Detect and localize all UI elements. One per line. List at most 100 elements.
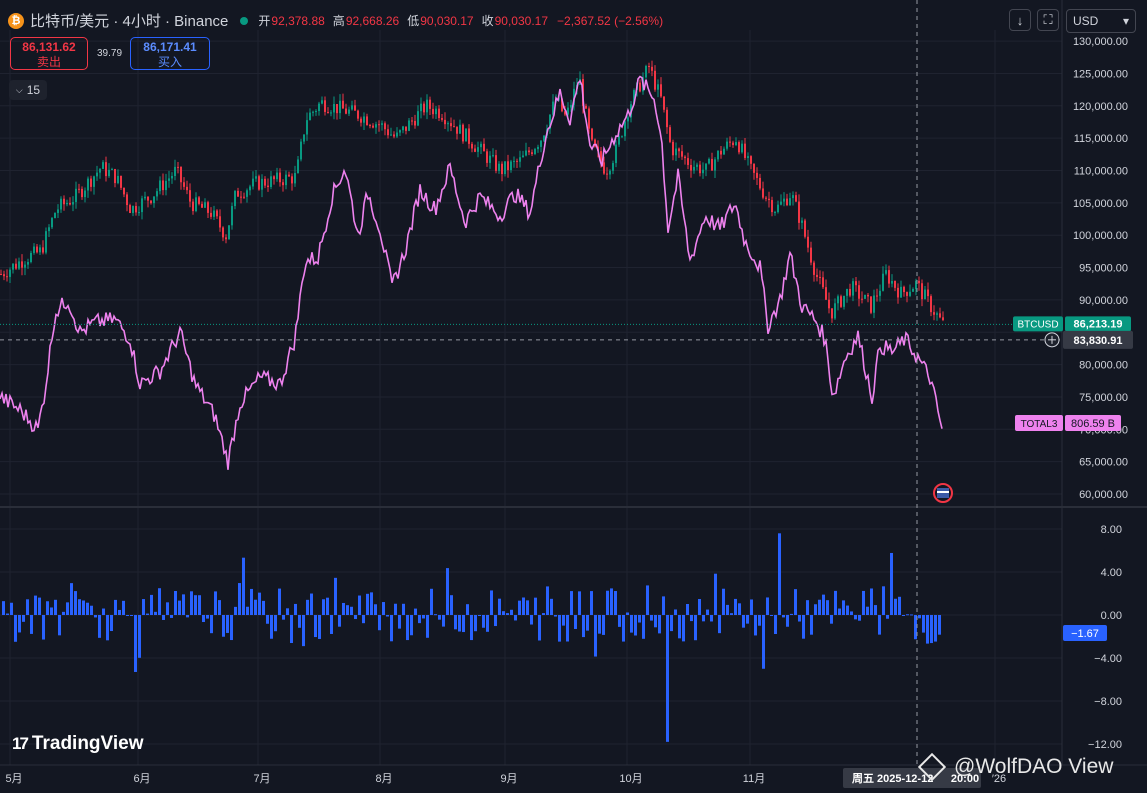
oscillator-bar bbox=[906, 614, 909, 616]
bitcoin-icon: ₿ bbox=[8, 12, 24, 29]
indicators-toggle[interactable]: ⌵ 15 bbox=[9, 80, 47, 100]
candle-body bbox=[486, 151, 488, 163]
oscillator-bar bbox=[938, 615, 941, 635]
candle-body bbox=[780, 201, 782, 205]
fullscreen-button[interactable]: ⛶ bbox=[1037, 9, 1059, 31]
oscillator-bar bbox=[42, 615, 45, 640]
oscillator-bar bbox=[38, 597, 41, 615]
oscillator-bar bbox=[262, 600, 265, 615]
download-button[interactable]: ↓ bbox=[1009, 9, 1031, 31]
oscillator-bar bbox=[894, 598, 897, 615]
candle-body bbox=[825, 287, 827, 300]
candle-body bbox=[432, 108, 434, 115]
oscillator-bar bbox=[350, 606, 353, 615]
oscillator-bar bbox=[254, 599, 257, 615]
oscillator-bar bbox=[314, 615, 317, 638]
oscillator-bar bbox=[474, 615, 477, 632]
oscillator-bar bbox=[434, 614, 437, 616]
candle-body bbox=[378, 124, 380, 126]
oscillator-bar bbox=[658, 615, 661, 634]
candle-body bbox=[858, 285, 860, 299]
crosshair-price: 83,830.91 bbox=[1074, 335, 1123, 347]
oscillator-bar bbox=[154, 611, 157, 615]
oscillator-bar bbox=[622, 615, 625, 642]
candle-body bbox=[240, 196, 242, 198]
candle-body bbox=[384, 123, 386, 130]
symbol-title[interactable]: 比特币/美元 · 4小时 · Binance bbox=[30, 13, 229, 30]
oscillator-bar bbox=[510, 609, 513, 615]
oscillator-bar bbox=[138, 615, 141, 658]
oscillator-bar bbox=[378, 615, 381, 631]
candle-body bbox=[171, 176, 173, 179]
oscillator-bar bbox=[514, 615, 517, 621]
candle-body bbox=[816, 274, 818, 277]
btc-candles bbox=[0, 60, 944, 323]
oscillator-bar bbox=[694, 615, 697, 641]
oscillator-bar bbox=[90, 605, 93, 615]
oscillator-bar bbox=[742, 615, 745, 628]
candle-body bbox=[924, 289, 926, 300]
candle-body bbox=[414, 120, 416, 126]
total3-last-value: 806.59 B bbox=[1071, 418, 1115, 430]
oscillator-bar bbox=[842, 600, 845, 615]
buy-button[interactable]: 86,171.41 买入 bbox=[130, 37, 210, 70]
oscillator-bar bbox=[302, 615, 305, 647]
osc-tick-label: −12.00 bbox=[1088, 739, 1122, 751]
candle-body bbox=[144, 196, 146, 199]
candle-body bbox=[0, 274, 2, 276]
candle-body bbox=[765, 197, 767, 199]
oscillator-bar bbox=[142, 599, 145, 615]
oscillator-bar bbox=[738, 603, 741, 615]
sell-label: 卖出 bbox=[36, 55, 61, 69]
candle-body bbox=[702, 169, 704, 174]
candle-body bbox=[84, 190, 86, 198]
oscillator-bar bbox=[382, 602, 385, 615]
candle-body bbox=[429, 99, 431, 109]
candle-body bbox=[468, 128, 470, 144]
candle-body bbox=[156, 191, 158, 197]
oscillator-bar bbox=[858, 615, 861, 621]
candle-body bbox=[186, 186, 188, 191]
candle-body bbox=[90, 178, 92, 187]
candle-body bbox=[411, 120, 413, 122]
oscillator-bar bbox=[770, 615, 773, 616]
oscillator-bar bbox=[778, 533, 781, 615]
candle-body bbox=[918, 280, 920, 284]
candle-body bbox=[198, 197, 200, 204]
oscillator-bar bbox=[286, 608, 289, 615]
oscillator-bar bbox=[790, 613, 793, 615]
currency-select[interactable]: USD ▾ bbox=[1066, 9, 1136, 33]
candle-body bbox=[351, 105, 353, 110]
candle-body bbox=[729, 141, 731, 143]
candle-body bbox=[270, 176, 272, 188]
candle-body bbox=[123, 187, 125, 195]
candle-body bbox=[243, 196, 245, 198]
candle-body bbox=[357, 110, 359, 119]
oscillator-bar bbox=[130, 615, 133, 616]
sell-button[interactable]: 86,131.62 卖出 bbox=[10, 37, 88, 70]
candle-body bbox=[756, 172, 758, 178]
candle-body bbox=[681, 151, 683, 157]
candle-body bbox=[225, 237, 227, 240]
candle-body bbox=[303, 134, 305, 142]
oscillator-bar bbox=[490, 590, 493, 615]
candle-body bbox=[63, 198, 65, 205]
candle-body bbox=[666, 109, 668, 128]
candle-body bbox=[51, 218, 53, 228]
price-tick-label: 65,000.00 bbox=[1079, 457, 1128, 469]
candle-body bbox=[771, 200, 773, 213]
candle-body bbox=[219, 216, 221, 228]
candle-body bbox=[843, 295, 845, 307]
price-tick-label: 60,000.00 bbox=[1079, 489, 1128, 501]
oscillator-bar bbox=[46, 601, 49, 615]
oscillator-bar bbox=[442, 615, 445, 627]
candle-body bbox=[693, 166, 695, 171]
candle-body bbox=[804, 220, 806, 237]
candle-body bbox=[762, 188, 764, 198]
candle-body bbox=[195, 197, 197, 212]
oscillator-bar bbox=[570, 591, 573, 615]
candle-body bbox=[6, 276, 8, 278]
candle-body bbox=[777, 204, 779, 213]
candle-body bbox=[21, 261, 23, 268]
